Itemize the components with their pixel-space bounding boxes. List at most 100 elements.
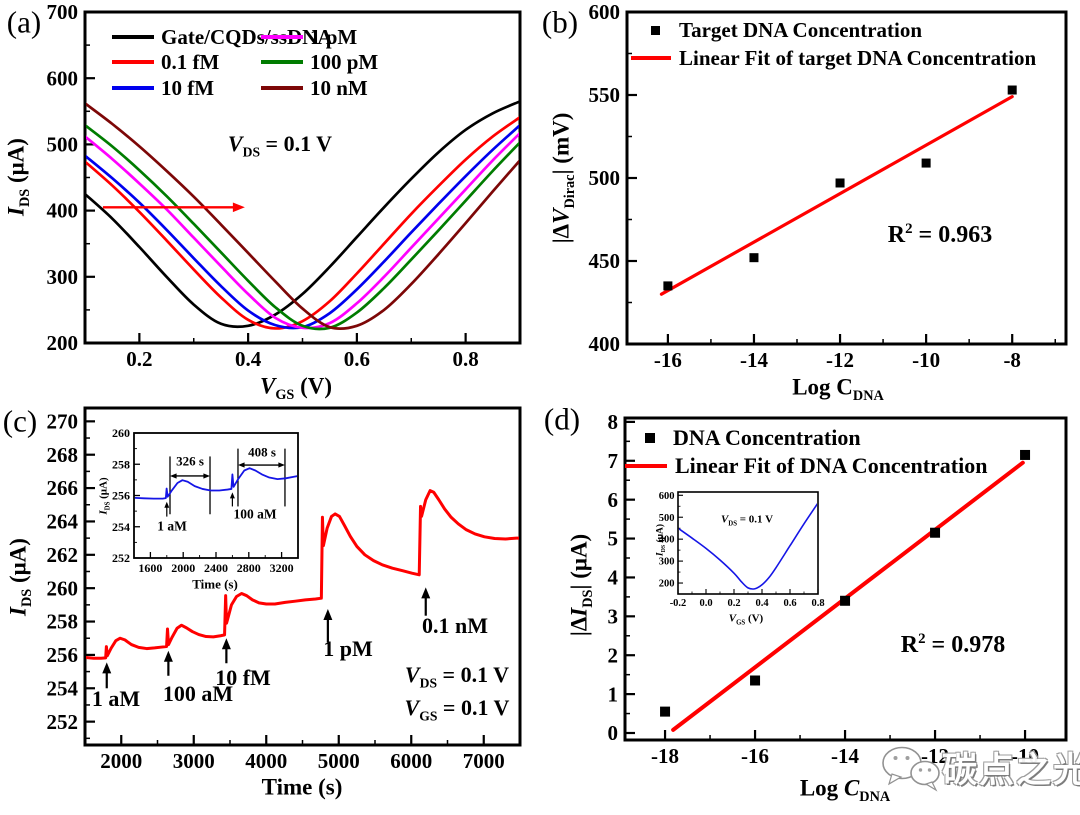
svg-text:600: 600 [659, 491, 675, 502]
panel-letter-c: (c) [2, 403, 38, 439]
svg-text:0.8: 0.8 [811, 598, 824, 609]
panel-letter-d: (d) [543, 401, 581, 437]
legend-label: Linear Fit of target DNA Concentration [679, 45, 1037, 70]
legend-item-gate-cqds-ssdna: Gate/CQDs/ssDNA [112, 26, 333, 48]
svg-text:0.4: 0.4 [755, 598, 769, 609]
svg-text:700: 700 [47, 0, 79, 24]
svg-text:264: 264 [47, 510, 79, 534]
legend-label: DNA Concentration [673, 425, 861, 450]
svg-text:1600: 1600 [138, 561, 162, 575]
inset-d-xlabel: VGS (V) [728, 612, 764, 627]
inset-d-vds-annotation: VDS = 0.1 V [720, 513, 774, 528]
svg-text:268: 268 [47, 443, 79, 467]
svg-text:300: 300 [47, 265, 79, 289]
legend-swatch [261, 86, 303, 90]
svg-text:262: 262 [47, 543, 79, 567]
svg-text:256: 256 [112, 489, 130, 503]
inset-injection-label-1am: 1 aM [157, 518, 187, 534]
panel-letter-a: (a) [6, 4, 42, 40]
svg-text:270: 270 [47, 409, 79, 433]
svg-text:0.2: 0.2 [727, 598, 740, 609]
legend-label: 0.1 fM [161, 49, 220, 74]
svg-text:2000: 2000 [171, 561, 195, 575]
svg-text:300: 300 [659, 557, 675, 568]
svg-text:260: 260 [47, 576, 79, 600]
legend-swatch [625, 464, 667, 468]
panel-b-ylabel: |ΔVDirac| (mV) [548, 112, 579, 244]
svg-text:0.0: 0.0 [699, 598, 712, 609]
panel-b-r2-annotation: R2 = 0.963 [887, 221, 993, 248]
svg-text:254: 254 [47, 676, 79, 700]
legend-item-10fm: 10 fM [112, 77, 214, 99]
injection-label-10fm: 10 fM [215, 665, 271, 690]
svg-text:450: 450 [589, 249, 621, 273]
legend-label: Gate/CQDs/ssDNA [161, 24, 333, 49]
panel-d-ylabel: |ΔIDS| (μA) [566, 533, 597, 637]
panel-c-vds-annotation: VDS = 0.1 V [404, 662, 510, 691]
panel-a-xlabel: VGS (V) [259, 373, 333, 404]
legend-label: Target DNA Concentration [679, 17, 923, 42]
svg-text:-14: -14 [740, 348, 768, 372]
svg-text:6000: 6000 [390, 749, 432, 773]
svg-text:200: 200 [659, 579, 675, 590]
legend-swatch [631, 56, 671, 60]
svg-text:258: 258 [112, 457, 130, 471]
panel-a-ylabel: IDS (μA) [3, 138, 34, 216]
legend-label: 10 fM [161, 75, 215, 100]
svg-text:400: 400 [47, 199, 79, 223]
inset-span-label-326s: 326 s [176, 453, 204, 469]
legend-item-1pm: 1 pM [261, 26, 357, 48]
injection-label-100am: 100 aM [162, 681, 234, 706]
legend-swatch [645, 433, 655, 443]
svg-text:7: 7 [608, 449, 619, 473]
svg-text:260: 260 [112, 426, 130, 440]
svg-text:0.6: 0.6 [344, 347, 370, 371]
panel-d-xlabel: Log CDNA [799, 775, 891, 806]
svg-text:2800: 2800 [237, 561, 261, 575]
legend-item-10nm: 10 nM [261, 77, 368, 99]
legend-swatch [112, 35, 154, 39]
svg-text:258: 258 [47, 610, 79, 634]
legend-label: Linear Fit of DNA Concentration [675, 453, 988, 478]
legend-label: 10 nM [310, 75, 368, 100]
panel-b-xlabel: Log CDNA [792, 374, 884, 405]
wechat-logo-icon [882, 746, 940, 792]
panel-a-vds-annotation: VDS = 0.1 V [227, 131, 333, 160]
svg-text:0.4: 0.4 [235, 347, 262, 371]
svg-text:3: 3 [608, 604, 619, 628]
watermark: 碳点之光 [880, 742, 1080, 793]
svg-text:256: 256 [47, 643, 79, 667]
legend-swatch [261, 35, 303, 39]
svg-text:-16: -16 [741, 744, 769, 768]
svg-text:0.6: 0.6 [783, 598, 796, 609]
legend-item-linear-fit-dna: Linear Fit of DNA Concentration [625, 454, 987, 478]
legend-swatch [261, 60, 303, 64]
panel-letter-b: (b) [541, 4, 579, 40]
svg-text:7000: 7000 [463, 749, 505, 773]
injection-label-1pm: 1 pM [323, 636, 373, 661]
legend-swatch [112, 86, 154, 90]
inset-span-label-408s: 408 s [248, 444, 276, 460]
inset-c-ylabel: IDS (μA) [97, 477, 112, 515]
svg-text:-10: -10 [912, 348, 940, 372]
panel-c-xlabel: Time (s) [261, 774, 343, 800]
panel-c-ylabel: IDS (μA) [5, 538, 36, 616]
panel-c-vgs-annotation: VGS = 0.1 V [404, 695, 510, 724]
svg-text:-8: -8 [1003, 348, 1021, 372]
legend-item-linear-fit-target: Linear Fit of target DNA Concentration [631, 46, 1036, 70]
svg-text:-18: -18 [651, 744, 679, 768]
svg-text:-14: -14 [831, 744, 859, 768]
legend-label: 100 pM [310, 49, 379, 74]
legend-item-100pm: 100 pM [261, 51, 378, 73]
svg-text:550: 550 [589, 83, 621, 107]
svg-text:500: 500 [589, 166, 621, 190]
svg-text:1: 1 [608, 682, 619, 706]
svg-text:252: 252 [47, 710, 79, 734]
svg-text:4: 4 [608, 566, 619, 590]
legend-label: 1 pM [310, 24, 358, 49]
svg-text:-0.2: -0.2 [670, 598, 687, 609]
legend-swatch [651, 25, 660, 35]
svg-text:2000: 2000 [100, 749, 142, 773]
legend-swatch [112, 60, 154, 64]
